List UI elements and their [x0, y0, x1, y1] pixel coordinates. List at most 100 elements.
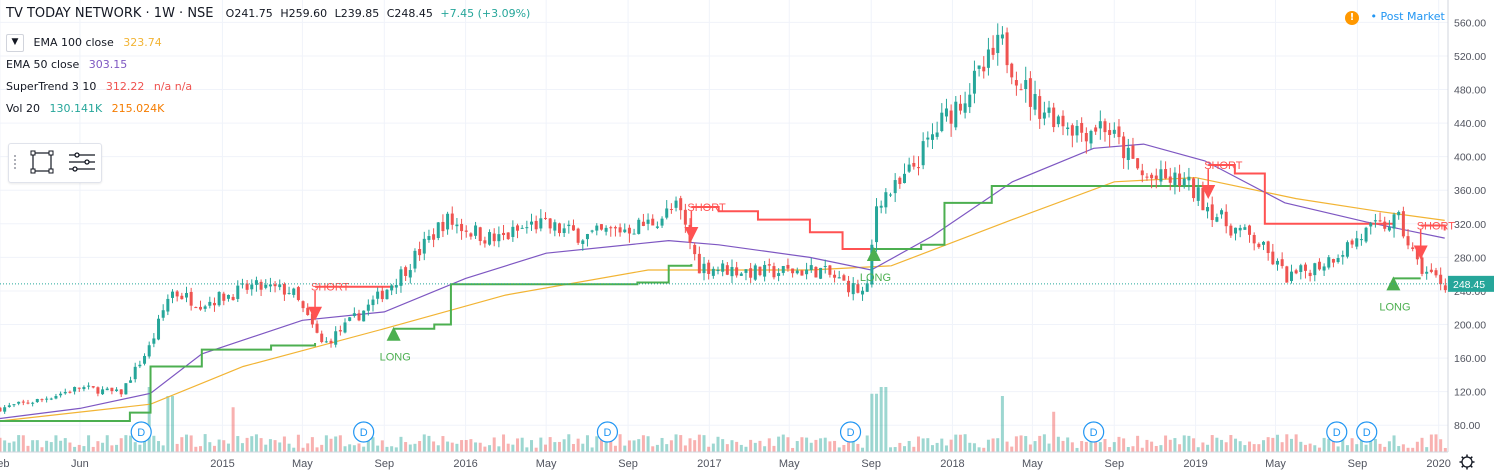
dividend-label: D	[137, 427, 145, 439]
gear-tooth	[1470, 465, 1473, 468]
toolbox-icons	[14, 150, 95, 174]
volume-bars	[0, 387, 1447, 452]
volume-bar	[725, 444, 729, 452]
volume-bar	[879, 387, 883, 452]
volume-bar	[1070, 442, 1074, 452]
volume-bar	[516, 438, 520, 452]
drag-handle-icon[interactable]	[14, 155, 16, 169]
close-value: C248.45	[386, 7, 433, 20]
dividend-badge[interactable]	[1083, 421, 1105, 443]
gear-icon[interactable]	[1459, 454, 1475, 470]
volume-bar	[338, 435, 342, 452]
candle-body	[777, 273, 781, 276]
candle-body	[651, 218, 655, 226]
gear-tooth	[1461, 465, 1464, 468]
post-market-badge[interactable]: ! • Post Market	[1345, 10, 1445, 25]
dividend-badge[interactable]	[130, 421, 152, 443]
candle-body	[427, 236, 431, 240]
candle-body	[576, 228, 580, 243]
ema100-label: EMA 100 close	[33, 36, 114, 49]
legend-volume[interactable]: Vol 20 130.141K 215.024K	[6, 98, 198, 120]
long-arrow-icon	[386, 326, 401, 341]
ema100-value: 323.74	[123, 36, 162, 49]
volume-bar	[842, 444, 846, 452]
candle-body	[324, 341, 328, 343]
legend-supertrend[interactable]: SuperTrend 3 10 312.22 n/a n/a	[6, 76, 198, 98]
candle-body	[954, 101, 958, 128]
candle-body	[557, 223, 561, 234]
candle-body	[1164, 169, 1168, 179]
volume-bar	[455, 443, 459, 452]
volume-bar	[96, 441, 100, 452]
volume-bar	[334, 436, 338, 452]
dividend-badge[interactable]	[353, 421, 375, 443]
volume-bar	[805, 437, 809, 452]
volume-bar	[371, 437, 375, 452]
volume-bar	[264, 444, 268, 452]
volume-bar	[320, 444, 324, 452]
candle-body	[786, 264, 790, 269]
volume-bar	[506, 443, 510, 452]
candle-body	[49, 398, 53, 400]
volume-bar	[996, 438, 1000, 452]
candle-body	[7, 405, 11, 408]
dividend-badge[interactable]	[1356, 421, 1378, 443]
settings-lines-icon[interactable]	[69, 152, 95, 172]
volume-bar	[968, 442, 972, 452]
volume-bar	[1425, 447, 1429, 452]
volume-bar	[110, 445, 114, 452]
volume-bar	[380, 440, 384, 452]
candle-body	[744, 269, 748, 273]
ema-50-line	[0, 143, 1445, 420]
symbol-title[interactable]: TV TODAY NETWORK · 1W · NSE	[6, 6, 214, 21]
candle-body	[944, 108, 948, 117]
volume-bar	[1434, 434, 1438, 452]
volume-bar	[212, 445, 216, 452]
candle-body	[930, 134, 934, 140]
candle-body	[1098, 121, 1102, 129]
open-value: O241.75	[225, 7, 273, 20]
legend-ema50[interactable]: EMA 50 close 303.15	[6, 54, 198, 76]
candle-body	[110, 387, 114, 392]
candle-body	[851, 283, 855, 295]
candle-body	[212, 302, 216, 306]
dividend-badge[interactable]	[1326, 421, 1348, 443]
volume-bar	[758, 440, 762, 452]
volume-bar	[161, 445, 165, 452]
volume-bar	[1178, 444, 1182, 452]
candle-body	[996, 34, 1000, 54]
volume-bar	[488, 445, 492, 452]
candle-body	[1196, 187, 1200, 201]
volume-bar	[292, 447, 296, 452]
volume-bar	[949, 439, 953, 452]
volume-bar	[91, 446, 95, 452]
volume-bar	[1000, 396, 1004, 452]
volume-bar	[1042, 434, 1046, 452]
candle-body	[1373, 220, 1377, 222]
candle-body	[968, 94, 972, 108]
candle-body	[571, 225, 575, 231]
supertrend-label: SuperTrend 3 10	[6, 80, 97, 93]
candle-body	[1350, 240, 1354, 245]
candle-body	[1359, 239, 1363, 241]
legend-ema100[interactable]: ▼ EMA 100 close 323.74	[6, 32, 198, 54]
candle-body	[399, 269, 403, 286]
volume-bar	[1275, 434, 1279, 452]
volume-bar	[189, 435, 193, 452]
chevron-down-icon[interactable]: ▼	[6, 34, 24, 52]
volume-ma-value: 215.024K	[111, 102, 165, 115]
candle-body	[166, 298, 170, 312]
dividend-badge[interactable]	[839, 421, 862, 443]
volume-bar	[413, 443, 417, 452]
dividend-badge[interactable]	[596, 421, 619, 443]
supertrend-up-segment	[0, 342, 317, 423]
rectangle-tool-icon[interactable]	[30, 150, 54, 174]
volume-bar	[194, 446, 198, 452]
volume-bar	[777, 436, 781, 452]
volume-bar	[436, 445, 440, 452]
volume-bar	[26, 445, 30, 452]
time-tick-label: May	[779, 458, 800, 470]
candle-body	[1089, 130, 1093, 144]
